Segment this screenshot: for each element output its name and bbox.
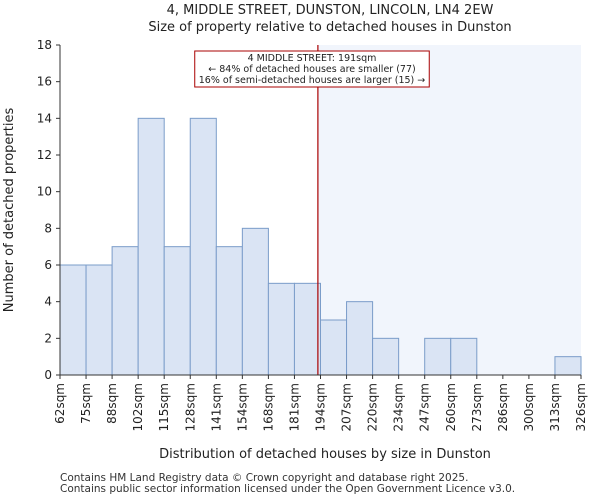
x-tick-label-194sqm: 194sqm (314, 383, 328, 431)
annotation-smaller: ← 84% of detached houses are smaller (77… (208, 64, 415, 75)
axes-group: 0 2 4 6 8 10 12 14 16 18 62sqm 75sqm 88sqm 102sqm 115s… (37, 38, 588, 431)
annotation-box: 4 MIDDLE STREET: 191sqm ← 84% of detache… (194, 50, 430, 88)
x-tick-label-141sqm: 141sqm (209, 383, 223, 431)
x-tick-label-313sqm: 313sqm (548, 383, 562, 431)
y-tick-label-0: 0 (44, 368, 52, 382)
x-tick-label-260sqm: 260sqm (444, 383, 458, 431)
bar-181sqm (293, 282, 322, 376)
bar-220sqm (372, 337, 400, 376)
x-tick-label-181sqm: 181sqm (287, 383, 301, 431)
y-tick-label-8: 8 (44, 221, 52, 235)
y-tick-label-12: 12 (37, 148, 52, 162)
histogram-chart: 4, MIDDLE STREET, DUNSTON, LINCOLN, LN4 … (2, 3, 588, 462)
x-tick-label-128sqm: 128sqm (183, 383, 197, 431)
footer-copyright: Contains HM Land Registry data © Crown c… (60, 472, 469, 484)
y-tick-label-14: 14 (37, 111, 52, 125)
y-tick-label-2: 2 (44, 331, 52, 345)
x-tick-label-300sqm: 300sqm (522, 383, 536, 431)
chart-title: 4, MIDDLE STREET, DUNSTON, LINCOLN, LN4 … (167, 3, 494, 18)
annotation-label: 4 MIDDLE STREET: 191sqm (248, 53, 377, 64)
bar-194sqm (320, 319, 348, 376)
bar-260sqm (450, 337, 478, 376)
x-tick-label-62sqm: 62sqm (53, 383, 67, 424)
x-tick-label-220sqm: 220sqm (366, 383, 380, 431)
bar-102sqm (137, 117, 165, 376)
x-tick-label-168sqm: 168sqm (261, 383, 275, 431)
bars-group (59, 117, 582, 376)
y-tick-label-10: 10 (37, 185, 52, 199)
x-tick-label-326sqm: 326sqm (574, 383, 588, 431)
bar-168sqm (267, 282, 295, 376)
footer-licence: Contains public sector information licen… (60, 483, 516, 495)
bar-115sqm (163, 246, 191, 376)
bar-154sqm (241, 227, 269, 376)
bar-75sqm (85, 264, 113, 376)
bar-128sqm (189, 117, 217, 376)
x-tick-label-273sqm: 273sqm (470, 383, 484, 431)
x-tick-label-88sqm: 88sqm (105, 383, 119, 424)
x-axis-label: Distribution of detached houses by size … (159, 447, 491, 462)
x-tick-label-286sqm: 286sqm (496, 383, 510, 431)
y-tick-label-6: 6 (44, 258, 52, 272)
bar-313sqm (554, 356, 582, 376)
x-tick-label-247sqm: 247sqm (418, 383, 432, 431)
y-tick-label-16: 16 (37, 75, 52, 89)
bar-141sqm (215, 246, 243, 376)
x-tick-label-102sqm: 102sqm (131, 383, 145, 431)
chart-subtitle: Size of property relative to detached ho… (148, 20, 511, 35)
x-tick-label-154sqm: 154sqm (235, 383, 249, 431)
x-tick-label-115sqm: 115sqm (157, 383, 171, 431)
bar-88sqm (111, 246, 139, 376)
x-tick-label-75sqm: 75sqm (79, 383, 93, 424)
bar-207sqm (346, 301, 374, 376)
y-tick-label-4: 4 (44, 295, 52, 309)
x-tick-label-234sqm: 234sqm (392, 383, 406, 431)
y-axis-label: Number of detached properties (2, 108, 17, 313)
y-tick-label-18: 18 (37, 38, 52, 52)
x-tick-label-207sqm: 207sqm (340, 383, 354, 431)
annotation-larger: 16% of semi-detached houses are larger (… (199, 75, 426, 86)
bar-247sqm (424, 337, 452, 376)
annotation-background (194, 50, 430, 88)
bar-62sqm (59, 264, 87, 376)
